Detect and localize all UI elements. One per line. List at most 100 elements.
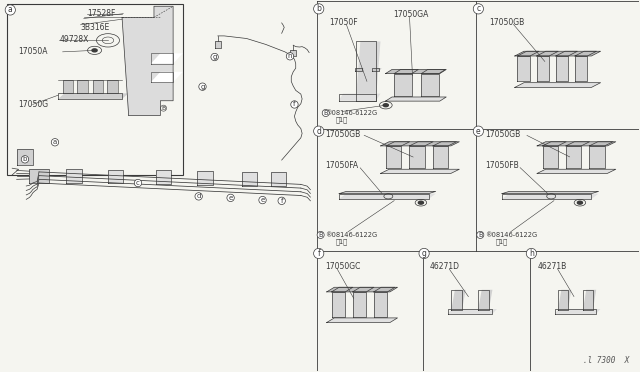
Text: f: f [293,102,296,108]
Polygon shape [151,72,182,82]
Polygon shape [381,142,460,146]
Polygon shape [448,309,497,314]
Text: 17050F: 17050F [330,18,358,27]
Polygon shape [589,142,613,146]
Text: ®08146-6122G: ®08146-6122G [484,232,537,238]
Polygon shape [515,83,600,87]
Polygon shape [197,171,212,185]
Text: 17050GC: 17050GC [325,262,360,271]
Polygon shape [290,49,296,55]
Text: B: B [161,106,166,111]
Circle shape [383,104,388,107]
Polygon shape [575,56,588,81]
Text: 17050G: 17050G [18,100,48,109]
Polygon shape [589,146,605,168]
Polygon shape [122,6,173,116]
Text: b: b [316,4,321,13]
Polygon shape [151,53,182,64]
Text: 17050GA: 17050GA [394,10,429,19]
Polygon shape [386,142,410,146]
Polygon shape [381,169,460,173]
Text: e: e [260,197,265,203]
Polygon shape [518,56,530,81]
Polygon shape [536,51,558,56]
Text: B: B [318,232,323,238]
Polygon shape [558,290,572,310]
Text: 17528F: 17528F [87,9,115,18]
Text: B: B [478,232,483,238]
Circle shape [92,49,97,52]
Polygon shape [271,173,286,186]
Text: e: e [228,195,233,201]
Text: .l 7300  X: .l 7300 X [584,356,630,365]
Text: 46271B: 46271B [537,262,566,271]
Text: a: a [8,6,13,15]
Text: f: f [280,198,283,204]
Polygon shape [67,169,82,183]
Polygon shape [394,70,419,74]
Polygon shape [385,97,446,101]
Text: h: h [529,249,534,258]
Polygon shape [536,56,549,81]
Text: c: c [136,180,140,186]
Polygon shape [353,292,366,317]
Polygon shape [478,290,492,310]
Polygon shape [156,170,172,184]
Polygon shape [372,68,381,71]
Polygon shape [355,68,364,71]
Polygon shape [537,142,616,146]
Polygon shape [410,142,433,146]
Text: f: f [317,249,320,258]
Polygon shape [502,194,598,199]
Bar [7,4,182,175]
Polygon shape [385,70,446,74]
Polygon shape [502,192,598,194]
Polygon shape [17,149,33,164]
Polygon shape [356,41,380,101]
Polygon shape [326,287,397,292]
Polygon shape [537,169,616,173]
Polygon shape [515,51,600,56]
Text: h: h [288,53,292,59]
Text: 17050GB: 17050GB [489,18,525,27]
Polygon shape [339,192,436,194]
Polygon shape [556,51,577,56]
Polygon shape [543,142,566,146]
Polygon shape [374,292,387,317]
Text: 46271D: 46271D [430,262,460,271]
Polygon shape [583,290,596,310]
Polygon shape [332,287,353,292]
Polygon shape [326,318,397,323]
Text: 17050FB: 17050FB [484,161,518,170]
Polygon shape [339,94,380,101]
Text: B: B [323,110,328,116]
Polygon shape [543,146,557,168]
Polygon shape [566,142,589,146]
Polygon shape [566,146,581,168]
Polygon shape [214,41,221,48]
Polygon shape [108,80,118,93]
Polygon shape [386,146,401,168]
Circle shape [577,201,582,204]
Polygon shape [410,146,425,168]
Text: 17050GB: 17050GB [325,129,360,139]
Text: g: g [200,84,205,90]
Polygon shape [339,194,436,199]
Polygon shape [29,169,49,183]
Polygon shape [353,287,374,292]
Text: 3B316E: 3B316E [81,23,110,32]
Circle shape [419,201,424,204]
Polygon shape [332,292,345,317]
Polygon shape [451,290,466,310]
Polygon shape [108,170,124,183]
Polygon shape [394,74,412,96]
Polygon shape [58,93,129,99]
Text: c: c [476,4,481,13]
Text: g: g [212,54,217,60]
Polygon shape [555,309,600,314]
Text: g: g [422,249,426,258]
Polygon shape [77,80,88,93]
Text: 、1、: 、1、 [336,116,348,123]
Polygon shape [242,172,257,186]
Text: d: d [316,126,321,136]
